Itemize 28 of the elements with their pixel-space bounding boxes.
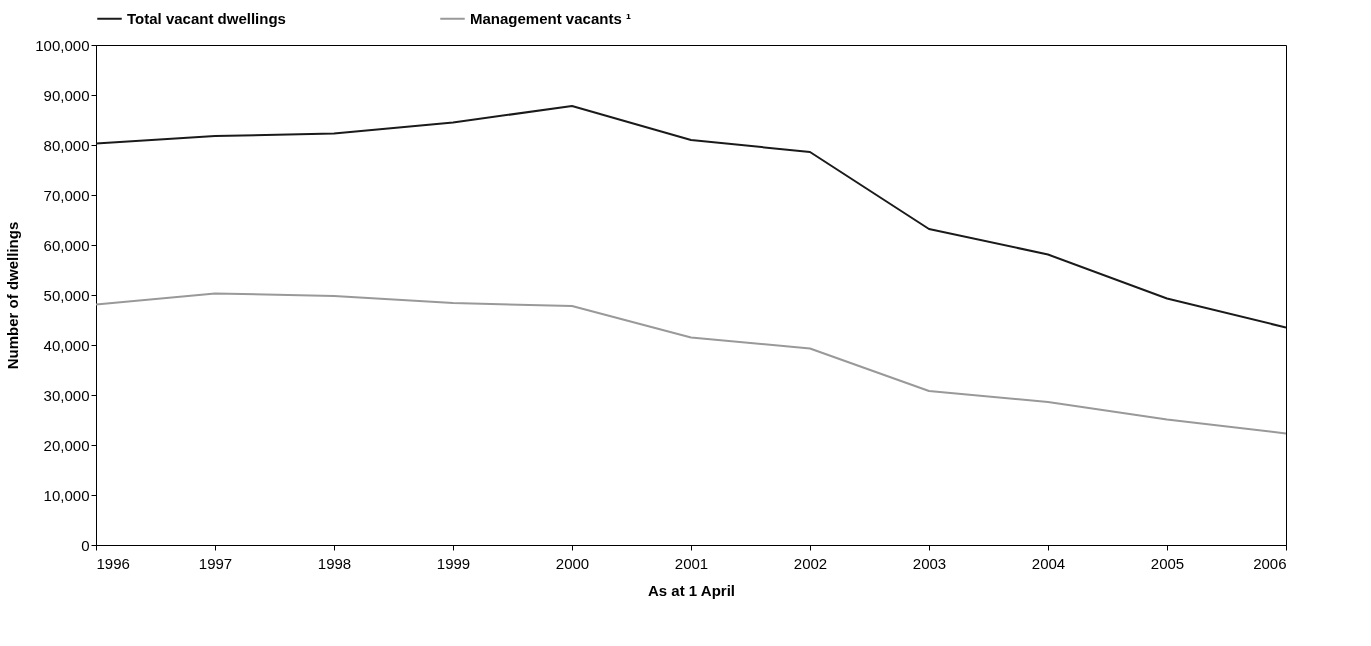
y-tick-label: 10,000 (43, 486, 90, 504)
y-tick-label: 60,000 (43, 236, 90, 254)
x-tick-label: 2002 (793, 554, 828, 572)
y-tick-label: 80,000 (43, 136, 90, 154)
y-tick-label: 30,000 (43, 386, 90, 404)
y-tick-label: 70,000 (43, 186, 90, 204)
x-tick-label: 1996 (96, 554, 130, 572)
y-tick-label: 40,000 (43, 336, 90, 354)
legend-label: Management vacants ¹ (470, 9, 631, 27)
legend-label: Total vacant dwellings (127, 9, 286, 27)
x-tick-label: 2001 (674, 554, 709, 572)
x-tick-label: 2005 (1150, 554, 1185, 572)
y-tick-label: 100,000 (35, 36, 90, 54)
line-series (96, 292, 1286, 435)
x-tick-label: 2004 (1031, 554, 1066, 572)
x-tick-label: 1998 (317, 554, 352, 572)
x-tick-label: 2006 (1253, 554, 1287, 572)
line-series (96, 105, 1286, 329)
y-tick-label: 20,000 (43, 436, 90, 454)
x-axis-title: As at 1 April (648, 581, 735, 599)
y-axis-title: Number of dwellings (4, 221, 22, 370)
x-tick-label: 2000 (555, 554, 590, 572)
y-tick-label: 0 (81, 536, 90, 554)
x-tick-label: 1999 (436, 554, 471, 572)
x-tick-label: 2003 (912, 554, 947, 572)
y-tick-label: 90,000 (43, 86, 90, 104)
y-tick-label: 50,000 (43, 286, 90, 304)
x-tick-label: 1997 (198, 554, 233, 572)
